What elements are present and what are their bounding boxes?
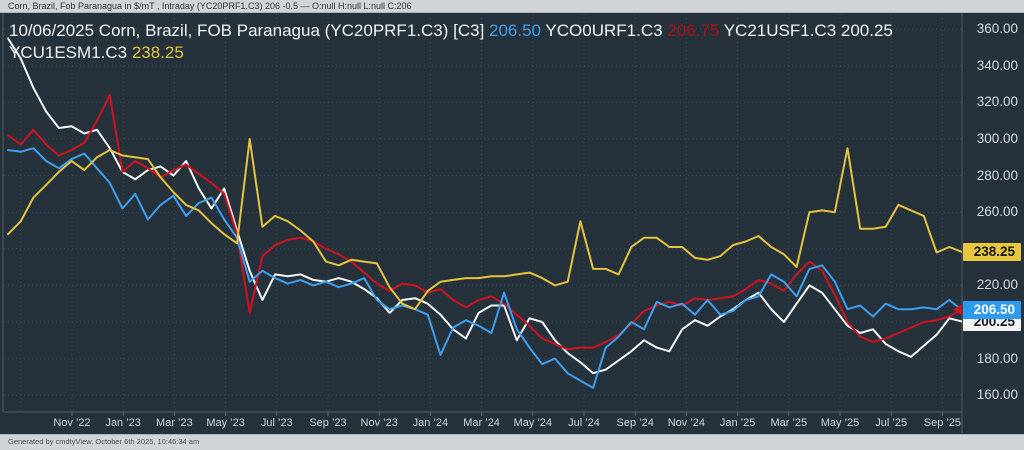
- x-axis-label: Jan ’24: [412, 417, 449, 429]
- chart-legend-title: 10/06/2025 Corn, Brazil, FOB Paranagua (…: [9, 20, 957, 64]
- instrument-info-text: Corn, Brazil, Fob Paranagua in $/mT , In…: [8, 1, 412, 11]
- x-axis-label: Jul ’25: [875, 417, 908, 429]
- generated-by-note: Generated by cmdtyView, October 6th 2025…: [0, 434, 1024, 450]
- y-axis-label: 300.00: [976, 131, 1018, 146]
- y-axis-label: 180.00: [976, 350, 1018, 366]
- red-price-marker: [953, 304, 962, 316]
- legend-text-red: 206.75: [667, 21, 720, 40]
- x-axis-label: Sep ’24: [616, 417, 654, 429]
- x-axis-label: Nov ’24: [667, 417, 706, 429]
- x-axis-label: Jan ’23: [105, 417, 141, 429]
- price-line-YCU1ESM1.C3: [7, 138, 962, 311]
- x-axis-label: Sep ’25: [923, 417, 962, 429]
- x-axis-label: Jan ’25: [719, 417, 756, 429]
- x-axis-label: May ’23: [206, 417, 245, 429]
- legend-line-2: YCU1ESM1.C3 238.25: [9, 42, 957, 64]
- y-axis-label: 280.00: [976, 167, 1018, 183]
- y-axis-label: 220.00: [976, 277, 1018, 293]
- chart-region[interactable]: 10/06/2025 Corn, Brazil, FOB Paranagua (…: [0, 13, 1024, 434]
- legend-text-blue: 206.50: [489, 21, 542, 40]
- legend-text-yellow: 238.25: [131, 43, 184, 62]
- legend-text-white: 10/06/2025 Corn, Brazil, FOB Paranagua (…: [9, 21, 490, 40]
- price-badge-YCU1ESM1.C3: 238.25: [963, 243, 1021, 261]
- y-axis-label: 320.00: [976, 94, 1018, 110]
- legend-text-white: YCO0URF1.C3: [541, 21, 668, 40]
- x-axis-label: Sep ’23: [309, 417, 347, 429]
- x-axis-label: Mar ’24: [463, 417, 500, 429]
- generated-by-text: Generated by cmdtyView, October 6th 2025…: [8, 437, 200, 446]
- price-line-YCO0URF1.C3: [7, 94, 962, 351]
- y-axis[interactable]: 360.00 340.00 320.00 300.00 280.00 260.00 220.…: [963, 0, 1024, 434]
- y-axis-label: 340.00: [976, 57, 1018, 73]
- price-badge-YC20PRF1.C3: 206.50: [963, 301, 1021, 320]
- x-axis-label: May ’25: [820, 417, 860, 429]
- x-axis-label: Jul ’24: [568, 417, 600, 429]
- x-axis[interactable]: Nov ’22 Jan ’23 Mar ’23 May ’23 Jul ’23 Sep ’…: [0, 414, 962, 432]
- legend-line-1: 10/06/2025 Corn, Brazil, FOB Paranagua (…: [9, 20, 957, 42]
- price-line-YC21USF1.C3: [7, 37, 962, 375]
- price-line-YC20PRF1.C3: [7, 147, 962, 389]
- y-axis-label: 360.00: [976, 21, 1018, 37]
- instrument-info-bar: Corn, Brazil, Fob Paranagua in $/mT , In…: [0, 0, 1024, 13]
- y-axis-label: 260.00: [976, 204, 1018, 220]
- legend-text-white: YC21USF1.C3 200.25: [719, 21, 893, 40]
- x-axis-label: May ’24: [513, 417, 553, 429]
- x-axis-label: Mar ’25: [770, 417, 808, 429]
- x-axis-label: Nov ’22: [53, 417, 91, 429]
- x-axis-label: Jul ’23: [260, 417, 293, 429]
- x-axis-label: Nov ’23: [360, 417, 398, 429]
- legend-text-white: YCU1ESM1.C3: [9, 43, 132, 62]
- x-axis-label: Mar ’23: [156, 417, 193, 429]
- price-chart-canvas[interactable]: [0, 13, 1024, 434]
- y-axis-label: 160.00: [976, 387, 1018, 403]
